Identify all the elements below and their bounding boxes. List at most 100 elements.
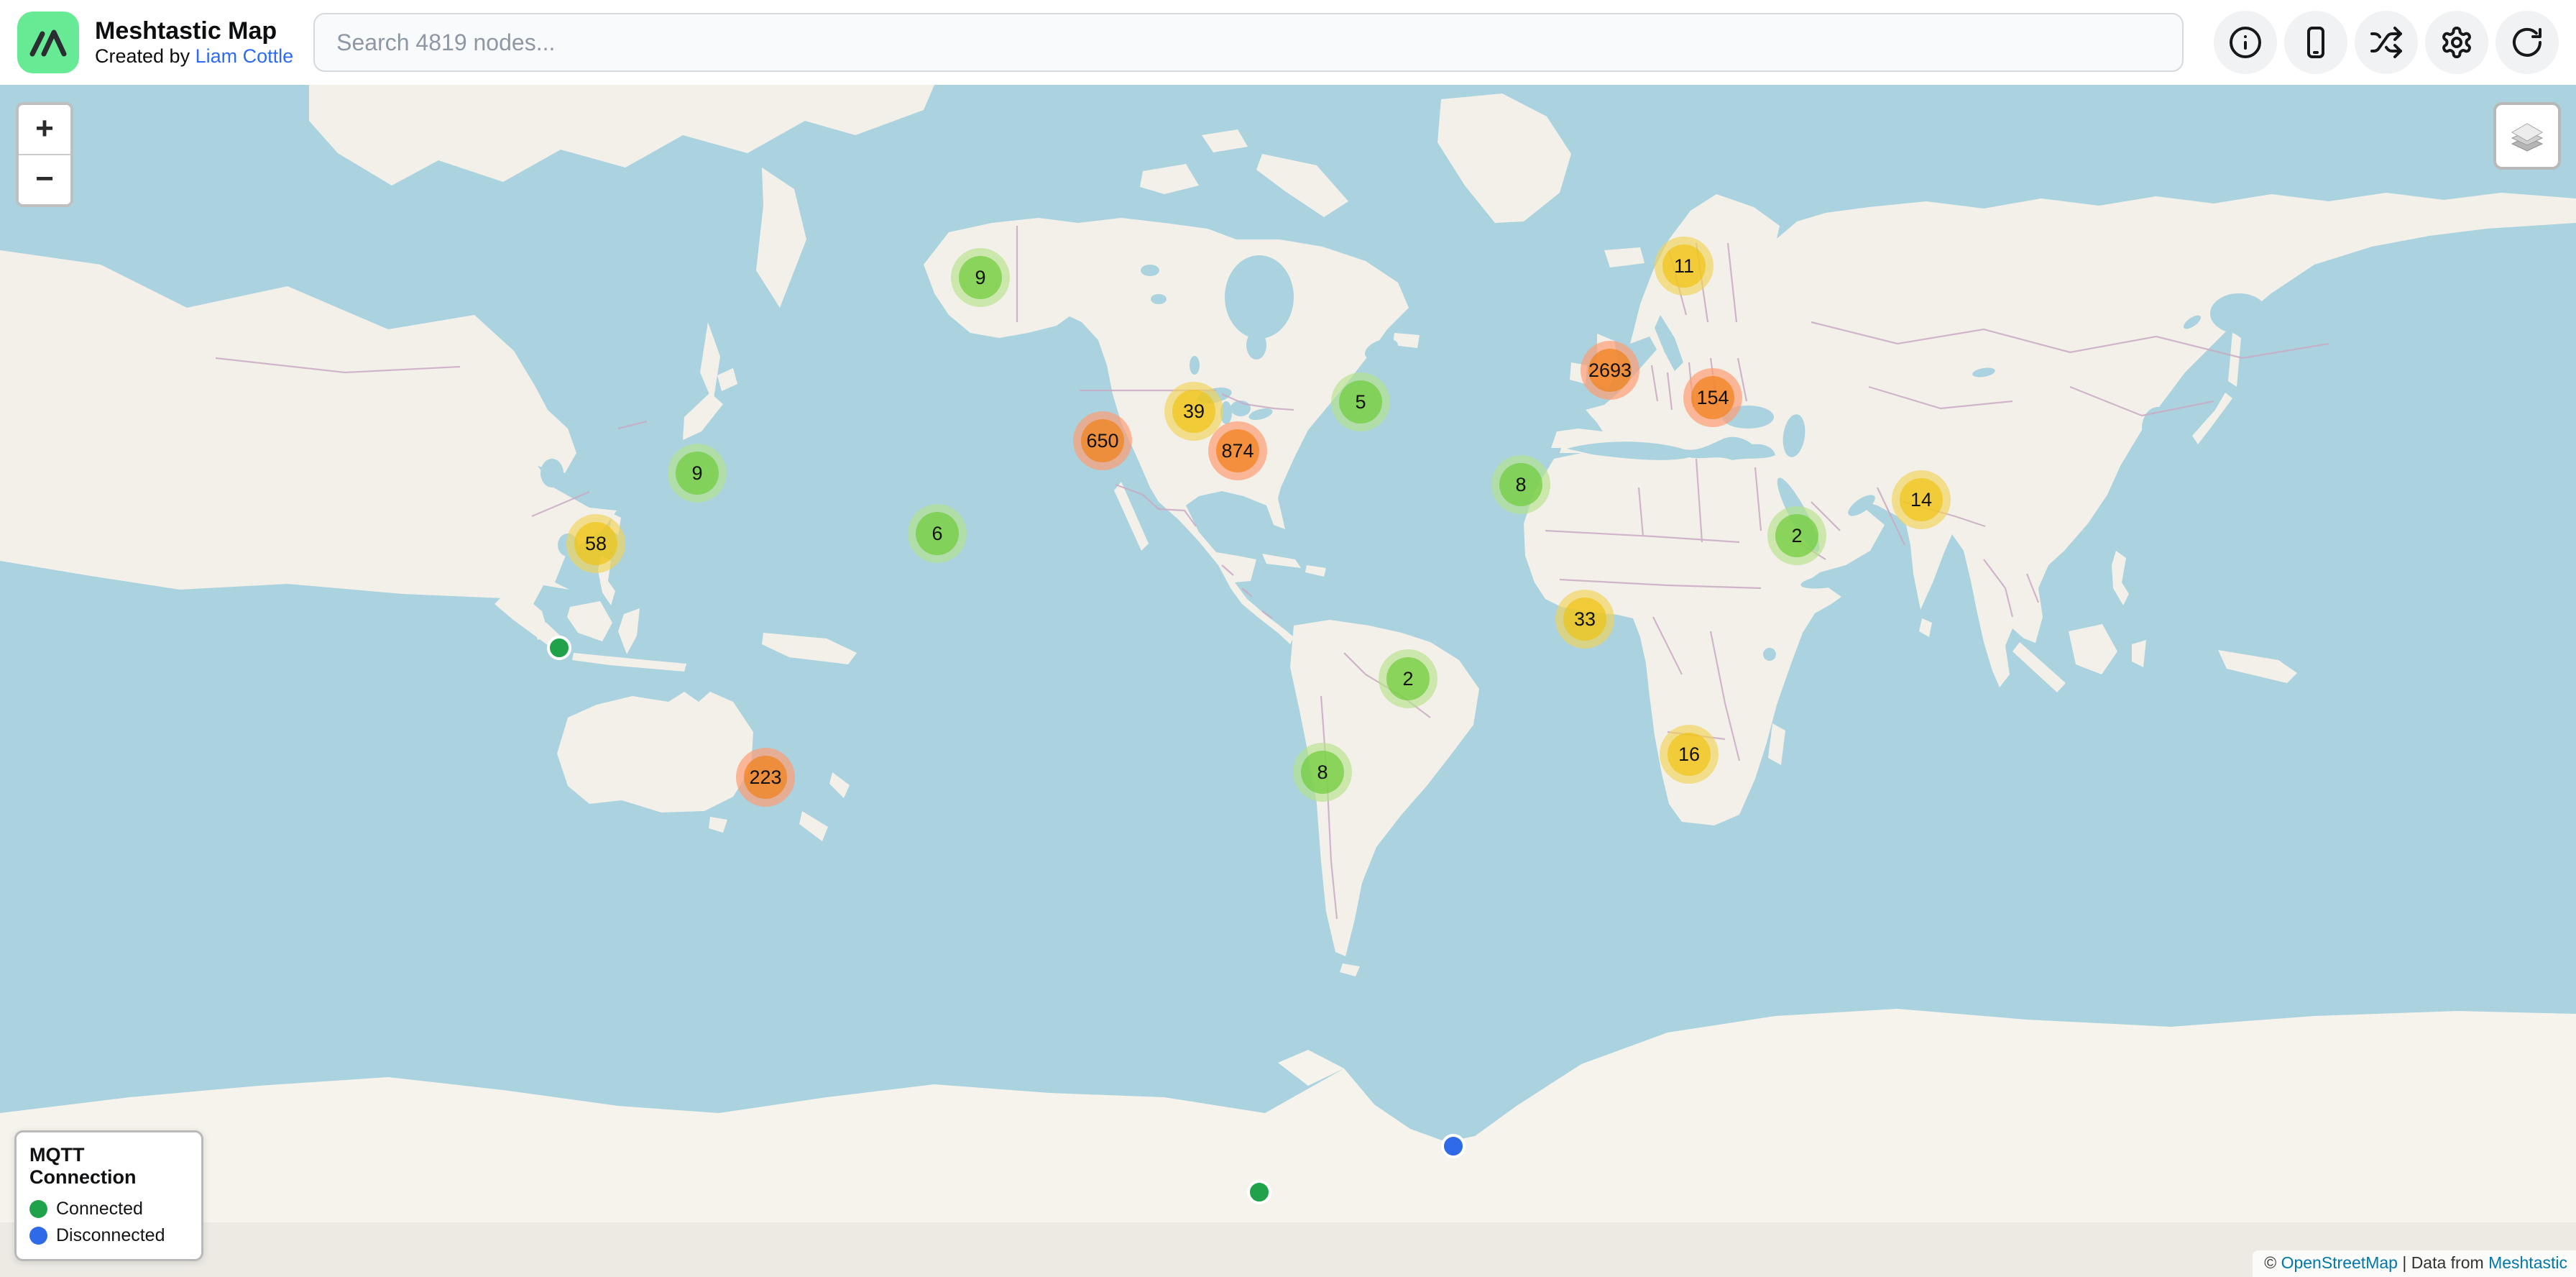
landmass-nz-south	[799, 811, 828, 841]
landmass-afro-eurasia	[1524, 193, 2576, 825]
border-china-left	[215, 357, 648, 518]
refresh-button[interactable]	[2496, 11, 2559, 74]
border-asia-2	[1868, 385, 2214, 417]
landmass-iceland	[1604, 247, 1644, 267]
landmass-hispaniola	[1305, 565, 1326, 577]
osm-link[interactable]: OpenStreetMap	[2281, 1253, 2398, 1272]
map-canvas[interactable]: 9 11 2693 154 39 650 874 5 8 14 9 58 6 2 33 2 223 8 16 + −…	[0, 85, 2576, 1277]
node-cluster-marker[interactable]: 154	[1683, 368, 1742, 427]
landmass-tasmania	[709, 817, 727, 833]
settings-button[interactable]	[2425, 11, 2488, 74]
landmass-hokkaido	[717, 368, 737, 391]
james-bay	[1246, 331, 1266, 360]
landmass-nz-north	[829, 772, 850, 798]
meshtastic-logo	[17, 12, 79, 73]
info-button[interactable]	[2214, 11, 2277, 74]
layers-control[interactable]	[2493, 102, 2561, 170]
lake-michigan	[1220, 401, 1232, 424]
landmass-east-asia	[0, 250, 617, 640]
sea-of-okhotsk-2	[2210, 293, 2268, 334]
lake-balkhash	[1972, 367, 1995, 377]
settings-icon	[2442, 27, 2471, 58]
node-cluster-marker[interactable]: 8	[1293, 743, 1352, 802]
node-cluster-marker[interactable]: 33	[1555, 590, 1614, 649]
mobile-icon	[2307, 27, 2324, 58]
caspian-sea	[1782, 414, 1806, 457]
lake-victoria	[1763, 648, 1776, 661]
zoom-out-button[interactable]: −	[19, 155, 70, 204]
gulf-of-aden	[1800, 573, 1858, 589]
node-cluster-marker[interactable]: 223	[736, 748, 795, 807]
landmass-japan-2	[2192, 393, 2232, 444]
border-central-america	[1221, 564, 1273, 619]
landmass-sulawesi-2	[2132, 640, 2146, 667]
random-node-button[interactable]	[2355, 11, 2418, 74]
node-cluster-marker[interactable]: 5	[1331, 372, 1390, 431]
landmass-sakhalin	[700, 322, 720, 403]
landmass-new-guinea	[762, 633, 857, 664]
border-us-mexico	[1115, 483, 1197, 527]
info-icon	[2230, 27, 2261, 58]
world-basemap	[0, 85, 2576, 1277]
landmass-japan	[683, 393, 723, 440]
mqtt-legend: MQTT Connection Connected Disconnected	[14, 1130, 203, 1261]
attribution-prefix: ©	[2264, 1253, 2281, 1272]
search-input[interactable]	[313, 13, 2184, 72]
landmass-sumatra-2	[2012, 642, 2066, 692]
persian-gulf	[1848, 495, 1875, 516]
node-cluster-marker[interactable]: 6	[908, 504, 967, 563]
landmass-kamchatka	[756, 168, 806, 308]
landmass-victoria-island	[1140, 164, 1199, 194]
attribution-middle: | Data from	[2397, 1253, 2489, 1272]
landmass-new-guinea-2	[2218, 650, 2297, 683]
node-cluster-marker[interactable]: 9	[668, 444, 727, 503]
node-cluster-marker[interactable]: 39	[1164, 382, 1223, 441]
meshtastic-logo-icon	[29, 29, 67, 57]
author-link[interactable]: Liam Cottle	[195, 45, 294, 68]
landmass-borneo	[567, 601, 612, 641]
node-cluster-marker[interactable]: 9	[951, 248, 1010, 307]
legend-row-connected: Connected	[29, 1199, 188, 1219]
disconnected-dot	[29, 1227, 47, 1245]
landmass-madagascar	[1768, 723, 1785, 765]
zoom-in-button[interactable]: +	[19, 105, 70, 155]
header-buttons	[2214, 11, 2559, 74]
node-cluster-marker[interactable]: 14	[1892, 470, 1951, 529]
landmass-baja	[1114, 482, 1149, 551]
node-marker-disconnected[interactable]	[1441, 1134, 1466, 1158]
node-cluster-marker[interactable]: 2693	[1581, 341, 1639, 400]
landmass-philippines-2	[2112, 551, 2129, 605]
border-africa-1	[1545, 458, 1762, 590]
node-cluster-marker[interactable]: 874	[1208, 421, 1267, 480]
border-asia-1	[1811, 321, 2329, 360]
landmass-australia	[557, 692, 753, 813]
yellow-sea	[540, 459, 564, 488]
legend-title: MQTT Connection	[29, 1144, 137, 1188]
node-cluster-marker[interactable]: 8	[1491, 455, 1550, 514]
refresh-icon	[2513, 27, 2542, 57]
node-cluster-marker[interactable]: 58	[566, 514, 625, 573]
mobile-app-button[interactable]	[2284, 11, 2347, 74]
shuffle-icon	[2370, 27, 2402, 58]
landmass-greenland	[1438, 93, 1571, 223]
node-cluster-marker[interactable]: 650	[1073, 411, 1132, 470]
node-cluster-marker[interactable]: 2	[1379, 649, 1438, 708]
meshtastic-link[interactable]: Meshtastic	[2488, 1253, 2567, 1272]
map-attribution: © OpenStreetMap | Data from Meshtastic	[2253, 1250, 2576, 1277]
landmasses	[0, 85, 2576, 976]
border-sea	[1983, 559, 2040, 618]
node-marker-connected[interactable]	[1247, 1180, 1271, 1204]
border-south-america-1	[1320, 695, 1338, 920]
node-cluster-marker[interactable]: 16	[1660, 725, 1719, 784]
great-bear-lake	[1141, 265, 1159, 276]
mediterranean-sea	[1567, 436, 1775, 460]
zoom-control: + −	[16, 102, 73, 207]
landmass-sicily	[1656, 473, 1670, 483]
legend-row-disconnected: Disconnected	[29, 1225, 188, 1246]
node-marker-connected[interactable]	[547, 636, 571, 660]
great-slave-lake	[1151, 294, 1167, 304]
node-cluster-marker[interactable]: 2	[1767, 506, 1826, 565]
landmass-antarctica	[0, 1009, 2576, 1277]
hudson-bay	[1225, 255, 1294, 339]
node-cluster-marker[interactable]: 11	[1655, 237, 1714, 296]
